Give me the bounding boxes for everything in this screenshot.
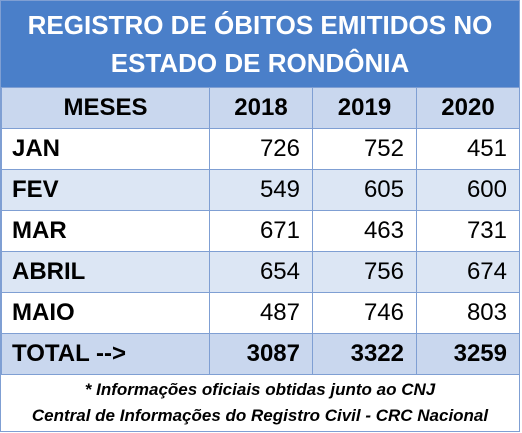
footnote-line-1: * Informações oficiais obtidas junto ao … (84, 380, 436, 399)
table-title: REGISTRO DE ÓBITOS EMITIDOS NO ESTADO DE… (1, 1, 519, 87)
table-row: JAN 726 752 451 (1, 128, 520, 170)
value-cell-2018: 549 (209, 169, 313, 211)
total-2020: 3259 (416, 333, 520, 375)
value-cell-2019: 605 (312, 169, 417, 211)
value-cell-2019: 756 (312, 251, 417, 293)
value-cell-2019: 463 (312, 210, 417, 252)
value-cell-2020: 803 (416, 292, 520, 334)
value-cell-2019: 746 (312, 292, 417, 334)
title-line-2: ESTADO DE RONDÔNIA (110, 48, 410, 78)
header-2018: 2018 (209, 87, 313, 129)
header-row: MESES 2018 2019 2020 (1, 87, 520, 129)
value-cell-2020: 451 (416, 128, 520, 170)
month-cell: FEV (1, 169, 210, 211)
table-row: MAIO 487 746 803 (1, 292, 520, 334)
value-cell-2018: 726 (209, 128, 313, 170)
table-row: ABRIL 654 756 674 (1, 251, 520, 293)
total-row: TOTAL --> 3087 3322 3259 (1, 333, 520, 375)
header-meses: MESES (1, 87, 210, 129)
month-cell: ABRIL (1, 251, 210, 293)
value-cell-2018: 654 (209, 251, 313, 293)
value-cell-2020: 731 (416, 210, 520, 252)
month-cell: JAN (1, 128, 210, 170)
table-row: MAR 671 463 731 (1, 210, 520, 252)
month-cell: MAIO (1, 292, 210, 334)
header-2019: 2019 (312, 87, 417, 129)
total-2018: 3087 (209, 333, 313, 375)
total-2019: 3322 (312, 333, 417, 375)
obitos-table: MESES 2018 2019 2020 JAN 726 752 451 FEV… (1, 87, 520, 375)
value-cell-2020: 674 (416, 251, 520, 293)
table-row: FEV 549 605 600 (1, 169, 520, 211)
title-line-1: REGISTRO DE ÓBITOS EMITIDOS NO (27, 10, 493, 40)
month-cell: MAR (1, 210, 210, 252)
footnote: * Informações oficiais obtidas junto ao … (1, 374, 519, 432)
header-2020: 2020 (416, 87, 520, 129)
value-cell-2020: 600 (416, 169, 520, 211)
total-label: TOTAL --> (1, 333, 210, 375)
value-cell-2018: 671 (209, 210, 313, 252)
value-cell-2018: 487 (209, 292, 313, 334)
value-cell-2019: 752 (312, 128, 417, 170)
footnote-line-2: Central de Informações do Registro Civil… (31, 406, 489, 425)
